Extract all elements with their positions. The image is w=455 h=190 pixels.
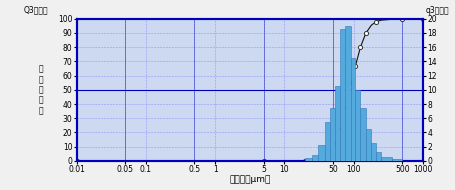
Bar bbox=[318, 145, 324, 161]
Bar bbox=[360, 108, 366, 161]
X-axis label: 粒子径（μm）: 粒子径（μm） bbox=[229, 175, 270, 184]
Bar bbox=[371, 143, 376, 161]
Bar bbox=[392, 159, 402, 161]
Text: Q3（％）: Q3（％） bbox=[24, 6, 48, 15]
Bar bbox=[334, 86, 340, 161]
Bar bbox=[324, 122, 330, 161]
Bar bbox=[305, 158, 312, 161]
Bar bbox=[376, 152, 381, 161]
Bar bbox=[355, 90, 360, 161]
Bar bbox=[350, 58, 355, 161]
Bar bbox=[345, 26, 350, 161]
Bar bbox=[340, 29, 345, 161]
Text: q3（％）: q3（％） bbox=[426, 6, 450, 15]
Bar bbox=[330, 108, 334, 161]
Bar bbox=[312, 155, 318, 161]
Bar bbox=[381, 157, 392, 161]
Bar bbox=[366, 129, 371, 161]
Y-axis label: 相
対
頻
度
量: 相 対 頻 度 量 bbox=[39, 65, 44, 115]
